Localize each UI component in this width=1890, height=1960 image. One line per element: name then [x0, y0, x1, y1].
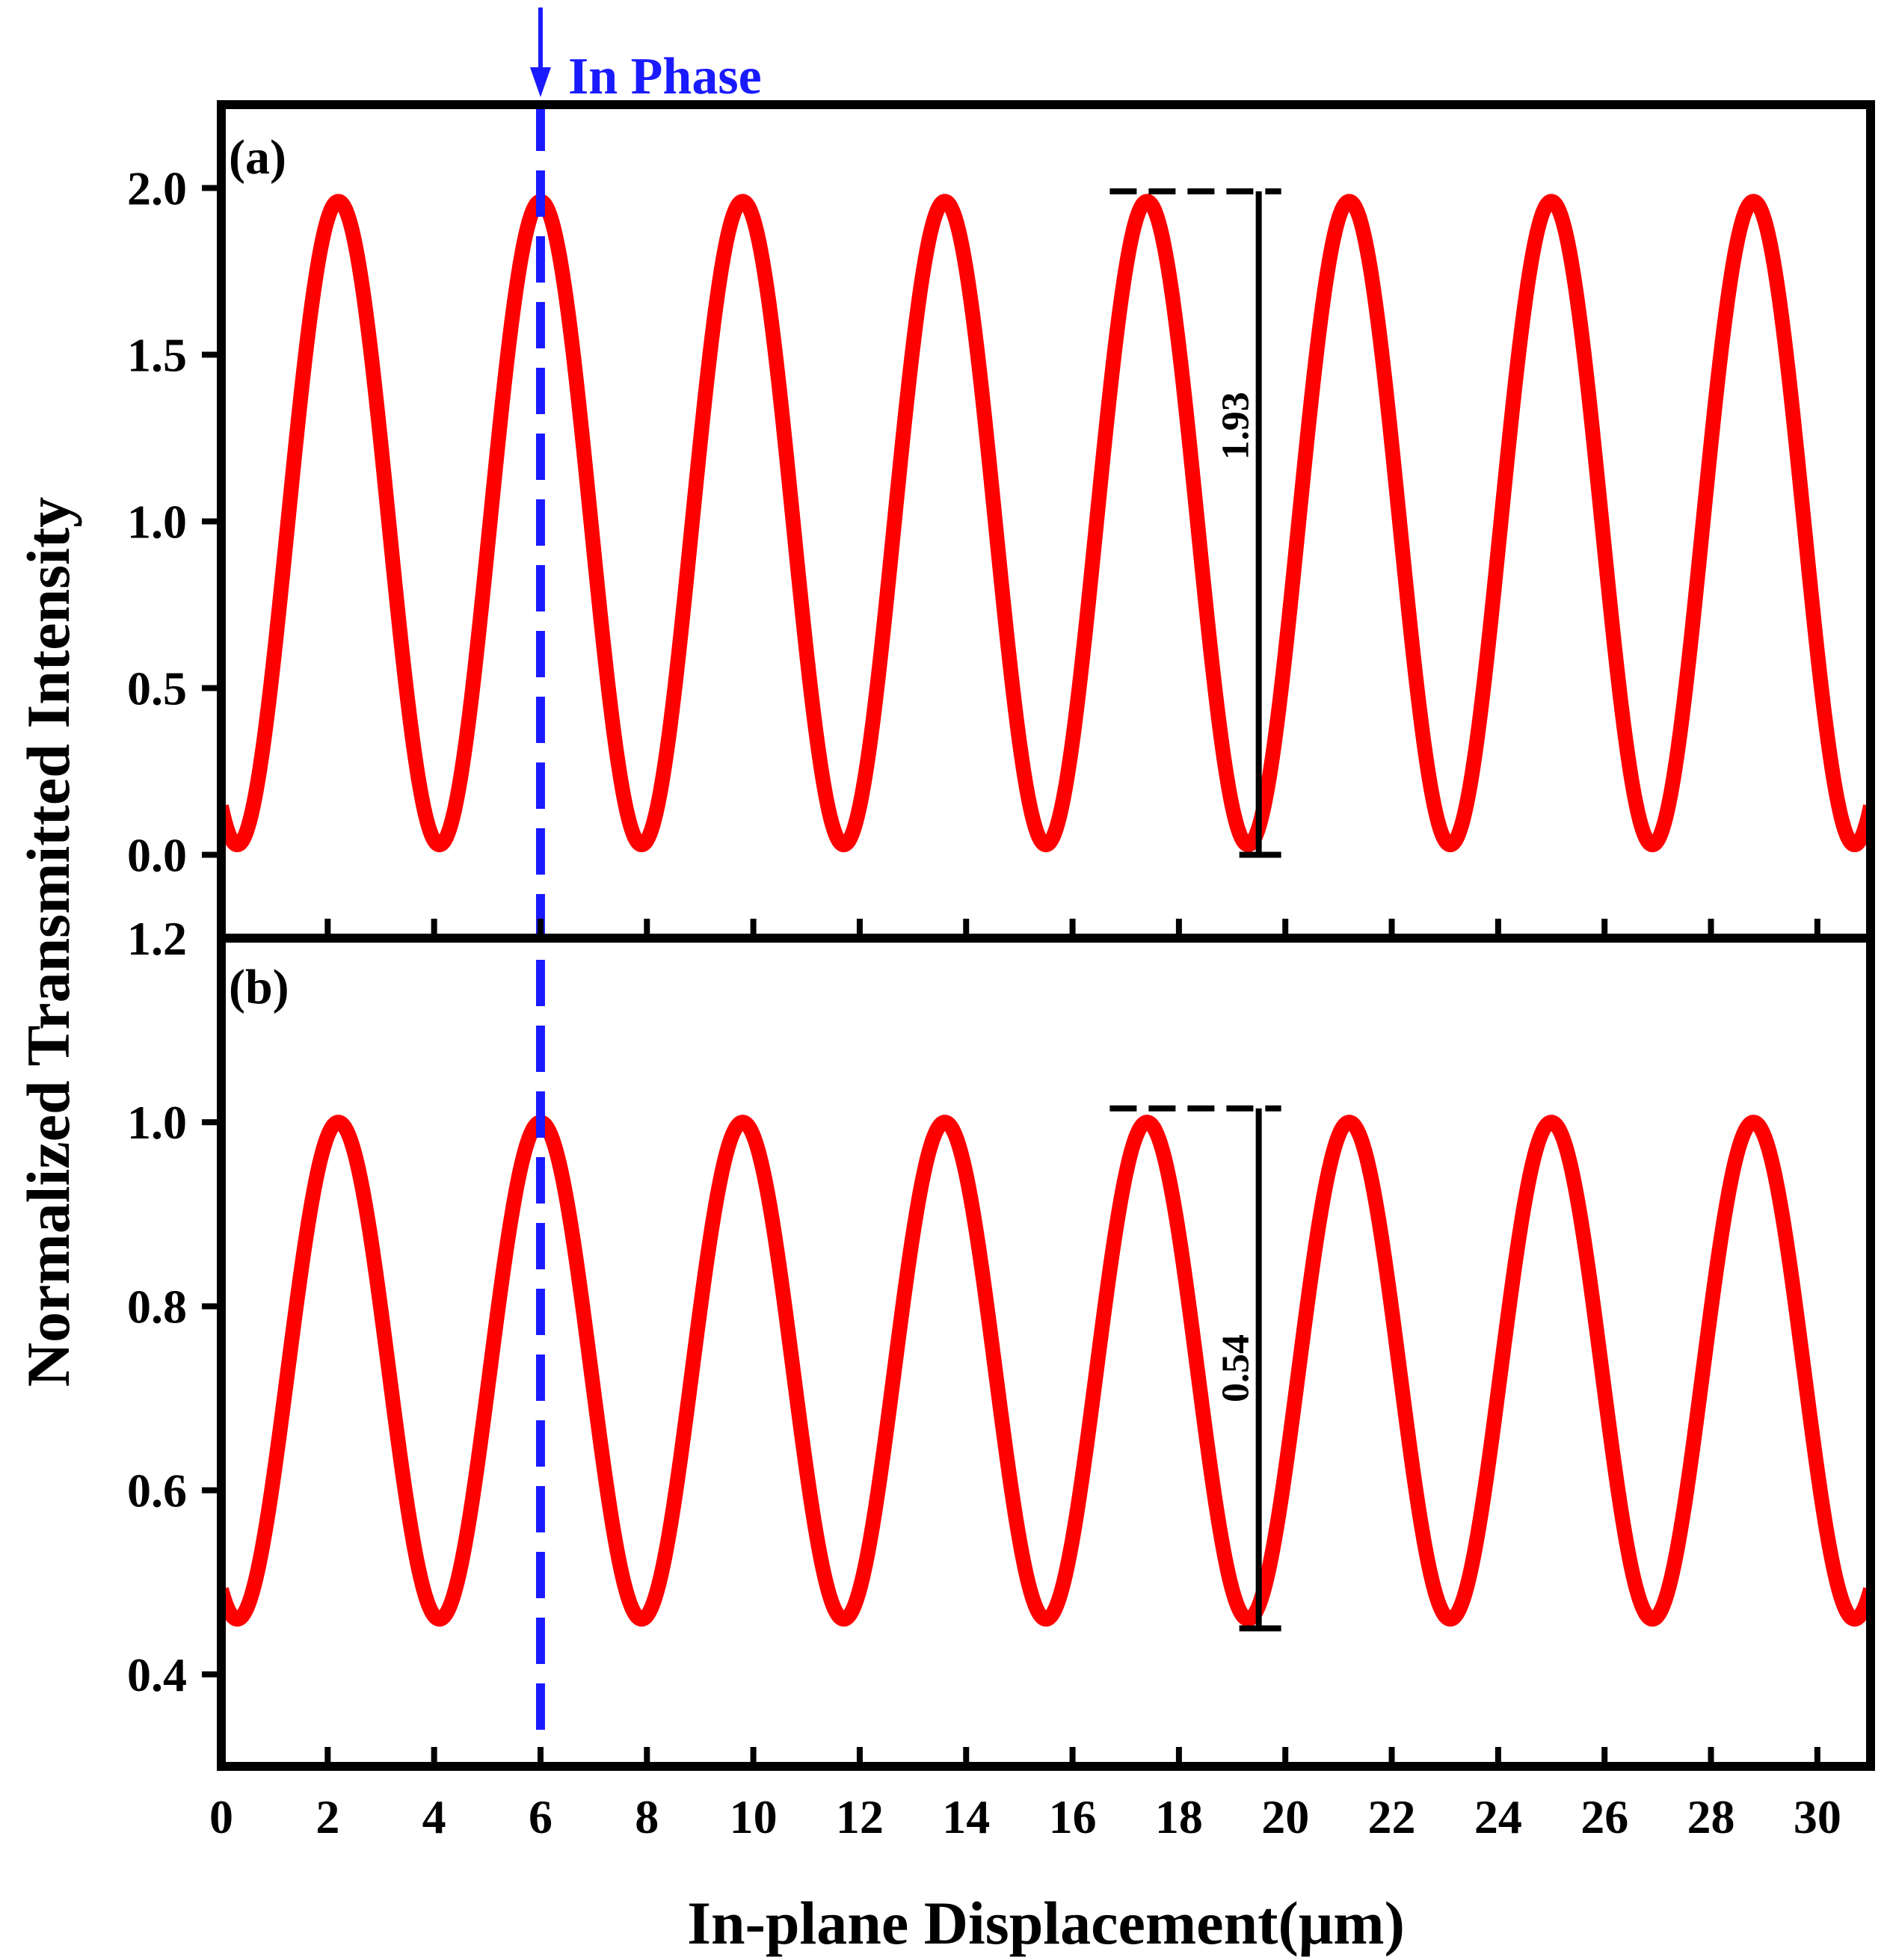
x-tick-label: 30: [1794, 1790, 1841, 1843]
panel-a-frame: [217, 100, 1875, 943]
y-tick-label-b: 0.8: [127, 1280, 187, 1333]
y-tick-label-a: 0.0: [127, 829, 187, 882]
curve-panel-b: [221, 1115, 1871, 1627]
panel-a-label: (a): [229, 130, 286, 185]
y-tick-label-a: 1.5: [127, 329, 187, 382]
y-tick-label-a: 0.5: [127, 662, 187, 715]
x-tick-label: 20: [1261, 1790, 1309, 1843]
panel-b-frame: [217, 934, 1875, 1771]
x-tick-label: 4: [422, 1790, 446, 1843]
in-phase-arrow-head: [529, 67, 551, 97]
x-tick-label: 8: [635, 1790, 659, 1843]
x-tick-label: 6: [529, 1790, 552, 1843]
x-tick-label: 10: [730, 1790, 778, 1843]
x-tick-label: 2: [315, 1790, 339, 1843]
annotation-label-b: 0.54: [1215, 1334, 1258, 1402]
x-tick-label: 14: [942, 1790, 990, 1843]
y-axis-title: Normalized Transmitted Intensity: [14, 497, 82, 1387]
plot-layer: 1.93 0.54: [221, 7, 1871, 1749]
y-tick-label-b: 0.4: [127, 1648, 187, 1701]
x-tick-label: 18: [1155, 1790, 1203, 1843]
ticks-layer: 0.00.51.01.52.00.40.60.81.01.20 2 4 6 8 10 12 1…: [127, 162, 1841, 1844]
y-tick-label-b: 1.0: [127, 1096, 187, 1149]
annotation-label-a: 1.93: [1215, 392, 1258, 460]
x-axis-title: In-plane Displacement(μm): [687, 1889, 1405, 1957]
x-tick-label: 28: [1687, 1790, 1735, 1843]
curve-panel-a: [221, 194, 1871, 853]
x-tick-label: 22: [1368, 1790, 1416, 1843]
y-tick-label-b-top: 1.2: [127, 912, 187, 965]
y-tick-label-b: 0.6: [127, 1464, 187, 1517]
x-tick-label: 12: [836, 1790, 884, 1843]
y-tick-label-a: 2.0: [127, 162, 187, 215]
in-phase-label: In Phase: [568, 48, 762, 105]
panel-b-label: (b): [229, 960, 289, 1014]
x-tick-label: 0: [209, 1790, 233, 1843]
x-tick-label: 26: [1580, 1790, 1628, 1843]
y-tick-label-a: 1.0: [127, 496, 187, 549]
x-tick-label: 16: [1049, 1790, 1097, 1843]
x-tick-label: 24: [1474, 1790, 1522, 1843]
